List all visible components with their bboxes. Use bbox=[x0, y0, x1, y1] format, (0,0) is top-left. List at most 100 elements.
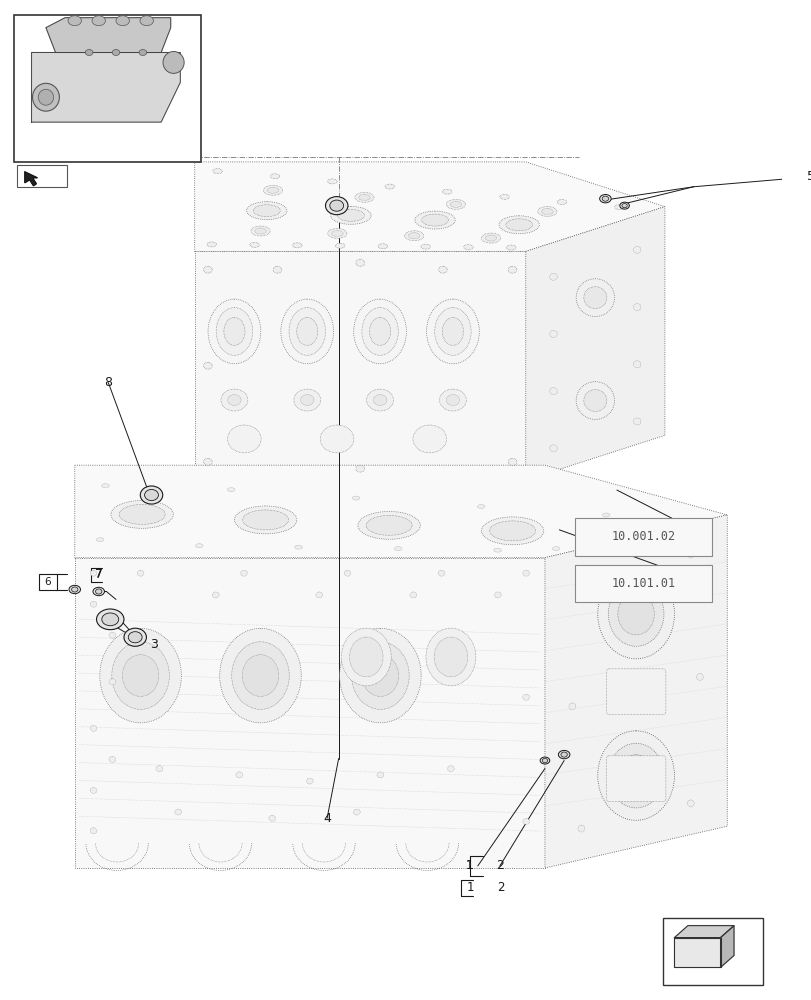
Ellipse shape bbox=[353, 809, 360, 815]
Ellipse shape bbox=[696, 673, 702, 680]
Ellipse shape bbox=[549, 273, 556, 280]
Ellipse shape bbox=[296, 318, 317, 345]
Polygon shape bbox=[719, 926, 733, 967]
Text: 1: 1 bbox=[466, 859, 474, 872]
Ellipse shape bbox=[449, 201, 461, 207]
Ellipse shape bbox=[253, 205, 280, 217]
Ellipse shape bbox=[362, 655, 398, 696]
Ellipse shape bbox=[93, 587, 105, 596]
Ellipse shape bbox=[325, 197, 348, 215]
Ellipse shape bbox=[384, 184, 394, 189]
Ellipse shape bbox=[577, 825, 584, 832]
Ellipse shape bbox=[289, 308, 325, 355]
Ellipse shape bbox=[124, 628, 146, 646]
Ellipse shape bbox=[267, 187, 278, 193]
Ellipse shape bbox=[272, 266, 281, 273]
Ellipse shape bbox=[101, 484, 109, 488]
Ellipse shape bbox=[367, 389, 393, 411]
Ellipse shape bbox=[212, 592, 219, 598]
Ellipse shape bbox=[442, 189, 452, 194]
Ellipse shape bbox=[144, 489, 158, 501]
Ellipse shape bbox=[116, 16, 129, 26]
Ellipse shape bbox=[506, 245, 515, 250]
Ellipse shape bbox=[220, 628, 301, 723]
Ellipse shape bbox=[576, 279, 614, 317]
Ellipse shape bbox=[355, 465, 364, 472]
Ellipse shape bbox=[71, 587, 78, 592]
Ellipse shape bbox=[330, 206, 371, 224]
Ellipse shape bbox=[207, 242, 217, 247]
Ellipse shape bbox=[539, 757, 549, 764]
Ellipse shape bbox=[499, 216, 539, 234]
Ellipse shape bbox=[358, 511, 420, 539]
Text: 8: 8 bbox=[104, 376, 112, 389]
Ellipse shape bbox=[446, 199, 465, 209]
Ellipse shape bbox=[489, 521, 535, 541]
Ellipse shape bbox=[358, 194, 370, 200]
Polygon shape bbox=[75, 558, 544, 868]
Polygon shape bbox=[544, 515, 727, 868]
Ellipse shape bbox=[208, 299, 260, 364]
Ellipse shape bbox=[339, 628, 421, 723]
Ellipse shape bbox=[109, 679, 116, 685]
Ellipse shape bbox=[227, 488, 234, 492]
Ellipse shape bbox=[351, 642, 409, 709]
Ellipse shape bbox=[236, 772, 242, 778]
Ellipse shape bbox=[139, 50, 147, 55]
Ellipse shape bbox=[493, 548, 501, 552]
Ellipse shape bbox=[410, 592, 416, 598]
Ellipse shape bbox=[327, 179, 337, 184]
Ellipse shape bbox=[195, 544, 203, 548]
Polygon shape bbox=[525, 207, 664, 480]
Ellipse shape bbox=[607, 582, 663, 646]
Ellipse shape bbox=[687, 551, 693, 558]
Text: 10.101.01: 10.101.01 bbox=[611, 577, 675, 590]
Ellipse shape bbox=[617, 755, 654, 796]
Ellipse shape bbox=[420, 244, 430, 249]
Ellipse shape bbox=[255, 228, 266, 234]
Ellipse shape bbox=[577, 577, 584, 584]
Ellipse shape bbox=[329, 200, 343, 211]
Ellipse shape bbox=[614, 205, 624, 210]
Ellipse shape bbox=[100, 628, 181, 723]
Ellipse shape bbox=[481, 517, 543, 545]
Ellipse shape bbox=[549, 445, 556, 452]
Ellipse shape bbox=[599, 195, 611, 203]
Ellipse shape bbox=[426, 299, 478, 364]
Ellipse shape bbox=[122, 655, 159, 696]
Ellipse shape bbox=[477, 505, 484, 509]
Ellipse shape bbox=[119, 504, 165, 524]
Ellipse shape bbox=[542, 758, 547, 763]
Ellipse shape bbox=[90, 828, 97, 834]
Ellipse shape bbox=[268, 815, 275, 821]
Ellipse shape bbox=[633, 246, 640, 253]
Ellipse shape bbox=[362, 308, 398, 355]
Ellipse shape bbox=[355, 259, 364, 266]
Ellipse shape bbox=[344, 570, 350, 576]
Ellipse shape bbox=[109, 756, 116, 762]
Ellipse shape bbox=[204, 458, 212, 465]
Ellipse shape bbox=[558, 750, 569, 759]
Ellipse shape bbox=[602, 513, 609, 517]
Ellipse shape bbox=[560, 752, 567, 757]
Ellipse shape bbox=[438, 570, 444, 576]
Ellipse shape bbox=[376, 772, 384, 778]
Ellipse shape bbox=[633, 304, 640, 311]
Text: 2: 2 bbox=[496, 881, 504, 894]
Ellipse shape bbox=[602, 196, 607, 201]
Ellipse shape bbox=[549, 388, 556, 395]
Ellipse shape bbox=[522, 570, 529, 576]
Ellipse shape bbox=[227, 395, 241, 406]
Ellipse shape bbox=[335, 243, 345, 248]
Ellipse shape bbox=[174, 809, 182, 815]
Ellipse shape bbox=[655, 519, 663, 523]
Bar bbox=[575, 518, 711, 556]
Bar bbox=[15, 15, 201, 162]
FancyBboxPatch shape bbox=[606, 756, 665, 802]
Ellipse shape bbox=[101, 613, 118, 626]
Ellipse shape bbox=[352, 496, 359, 500]
Polygon shape bbox=[25, 172, 37, 186]
Ellipse shape bbox=[90, 601, 97, 607]
Bar bbox=[575, 565, 711, 602]
Ellipse shape bbox=[442, 318, 463, 345]
